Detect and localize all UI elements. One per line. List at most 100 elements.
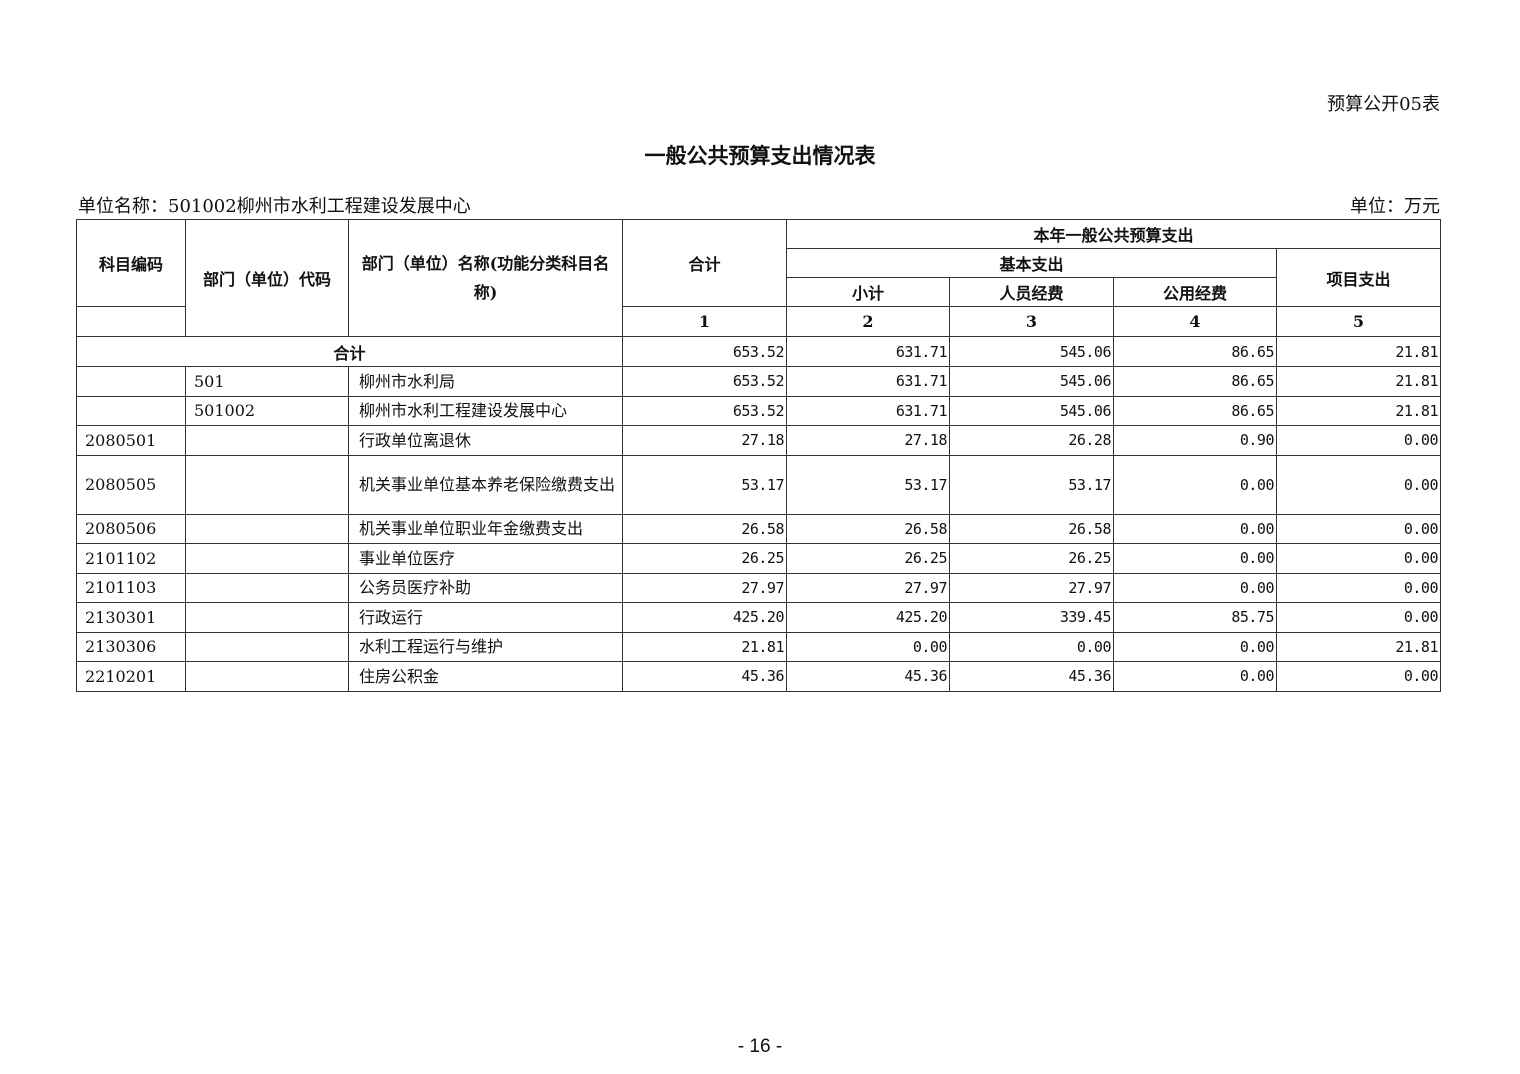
table-row: 501 柳州市水利局 653.52 631.71 545.06 86.65 21.81: [76, 366, 1441, 397]
amount-cell: 26.58: [786, 513, 950, 544]
table-row: 2080505 机关事业单位基本养老保险缴费支出 53.17 53.17 53.17 0.…: [76, 454, 1441, 515]
col-num-4: 4: [1113, 306, 1277, 337]
amount-cell: 0.90: [1113, 425, 1277, 456]
subject-code: 2210201: [76, 661, 186, 692]
subject-code: 2130301: [76, 602, 186, 633]
item-name: 柳州市水利局: [348, 366, 623, 397]
amount-cell: 26.58: [949, 513, 1114, 544]
table-row: 501002 柳州市水利工程建设发展中心 653.52 631.71 545.06 86.…: [76, 395, 1441, 426]
subject-code: 2130306: [76, 631, 186, 662]
amount-cell: 0.00: [1113, 543, 1277, 574]
subject-code: 2101103: [76, 572, 186, 603]
header-project: 项目支出: [1276, 248, 1441, 307]
amount-cell: 0.00: [949, 631, 1114, 662]
subject-code: 2101102: [76, 543, 186, 574]
amount-cell: 653.52: [622, 366, 787, 397]
col-num-1: 1: [622, 306, 787, 337]
amount-cell: 53.17: [786, 454, 950, 515]
header-dept-name: 部门（单位）名称(功能分类科目名称): [348, 219, 623, 337]
amount-cell: 27.18: [622, 425, 787, 456]
budget-expenditure-table: 科目编码 部门（单位）代码 部门（单位）名称(功能分类科目名称) 合计 本年一般…: [76, 219, 1441, 692]
amount-cell: 631.71: [786, 395, 950, 426]
amount-cell: 0.00: [1113, 631, 1277, 662]
total-value: 545.06: [949, 336, 1114, 367]
amount-cell: 0.00: [786, 631, 950, 662]
table-row: 2210201 住房公积金 45.36 45.36 45.36 0.00 0.00: [76, 661, 1441, 692]
dept-code: 501: [185, 366, 349, 397]
dept-code: 501002: [185, 395, 349, 426]
page-number: - 16 -: [737, 1036, 783, 1057]
item-name: 柳州市水利工程建设发展中心: [348, 395, 623, 426]
subject-code: 2080505: [76, 454, 186, 515]
dept-code: [185, 543, 349, 574]
amount-cell: 27.18: [786, 425, 950, 456]
amount-cell: 27.97: [622, 572, 787, 603]
amount-cell: 0.00: [1276, 602, 1441, 633]
amount-cell: 0.00: [1276, 454, 1441, 515]
header-total: 合计: [622, 219, 787, 307]
table-row: 2080506 机关事业单位职业年金缴费支出 26.58 26.58 26.58 0.00…: [76, 513, 1441, 544]
item-name: 机关事业单位职业年金缴费支出: [348, 513, 623, 544]
amount-cell: 545.06: [949, 395, 1114, 426]
amount-cell: 26.25: [786, 543, 950, 574]
amount-cell: 0.00: [1276, 661, 1441, 692]
amount-cell: 21.81: [622, 631, 787, 662]
amount-cell: 0.00: [1113, 454, 1277, 515]
amount-cell: 27.97: [786, 572, 950, 603]
amount-cell: 21.81: [1276, 366, 1441, 397]
amount-cell: 85.75: [1113, 602, 1277, 633]
amount-cell: 631.71: [786, 366, 950, 397]
table-row: 2080501 行政单位离退休 27.18 27.18 26.28 0.90 0.00: [76, 425, 1441, 456]
header-group: 本年一般公共预算支出: [786, 219, 1441, 249]
amount-cell: 0.00: [1276, 425, 1441, 456]
table-row: 2130306 水利工程运行与维护 21.81 0.00 0.00 0.00 21.81: [76, 631, 1441, 662]
amount-cell: 425.20: [786, 602, 950, 633]
amount-cell: 545.06: [949, 366, 1114, 397]
dept-code: [185, 572, 349, 603]
dept-code: [185, 425, 349, 456]
amount-cell: 0.00: [1113, 572, 1277, 603]
total-label: 合计: [76, 336, 623, 367]
amount-cell: 26.58: [622, 513, 787, 544]
header-subtotal: 小计: [786, 277, 950, 307]
amount-cell: 86.65: [1113, 395, 1277, 426]
item-name: 事业单位医疗: [348, 543, 623, 574]
header-subject-code-blank: [76, 306, 186, 337]
currency-unit: 单位：万元: [1350, 196, 1440, 217]
amount-cell: 0.00: [1113, 661, 1277, 692]
dept-code: [185, 454, 349, 515]
item-name: 行政单位离退休: [348, 425, 623, 456]
amount-cell: 653.52: [622, 395, 787, 426]
col-num-3: 3: [949, 306, 1114, 337]
amount-cell: 425.20: [622, 602, 787, 633]
subject-code: [76, 395, 186, 426]
header-personnel: 人员经费: [949, 277, 1114, 307]
item-name: 机关事业单位基本养老保险缴费支出: [348, 454, 623, 515]
amount-cell: 53.17: [622, 454, 787, 515]
amount-cell: 26.25: [622, 543, 787, 574]
header-basic: 基本支出: [786, 248, 1277, 278]
table-row: 2101102 事业单位医疗 26.25 26.25 26.25 0.00 0.00: [76, 543, 1441, 574]
dept-code: [185, 513, 349, 544]
total-value: 653.52: [622, 336, 787, 367]
amount-cell: 21.81: [1276, 395, 1441, 426]
header-public: 公用经费: [1113, 277, 1277, 307]
subject-code: [76, 366, 186, 397]
amount-cell: 45.36: [949, 661, 1114, 692]
amount-cell: 45.36: [786, 661, 950, 692]
item-name: 行政运行: [348, 602, 623, 633]
amount-cell: 339.45: [949, 602, 1114, 633]
total-row: 合计 653.52 631.71 545.06 86.65 21.81: [76, 336, 1441, 367]
col-num-5: 5: [1276, 306, 1441, 337]
table-body: 合计 653.52 631.71 545.06 86.65 21.81 501 柳…: [76, 336, 1441, 692]
page-title: 一般公共预算支出情况表: [644, 143, 876, 168]
amount-cell: 86.65: [1113, 366, 1277, 397]
amount-cell: 45.36: [622, 661, 787, 692]
amount-cell: 27.97: [949, 572, 1114, 603]
amount-cell: 0.00: [1276, 543, 1441, 574]
total-value: 86.65: [1113, 336, 1277, 367]
amount-cell: 26.28: [949, 425, 1114, 456]
amount-cell: 53.17: [949, 454, 1114, 515]
unit-name: 单位名称：501002柳州市水利工程建设发展中心: [78, 196, 471, 217]
col-num-2: 2: [786, 306, 950, 337]
